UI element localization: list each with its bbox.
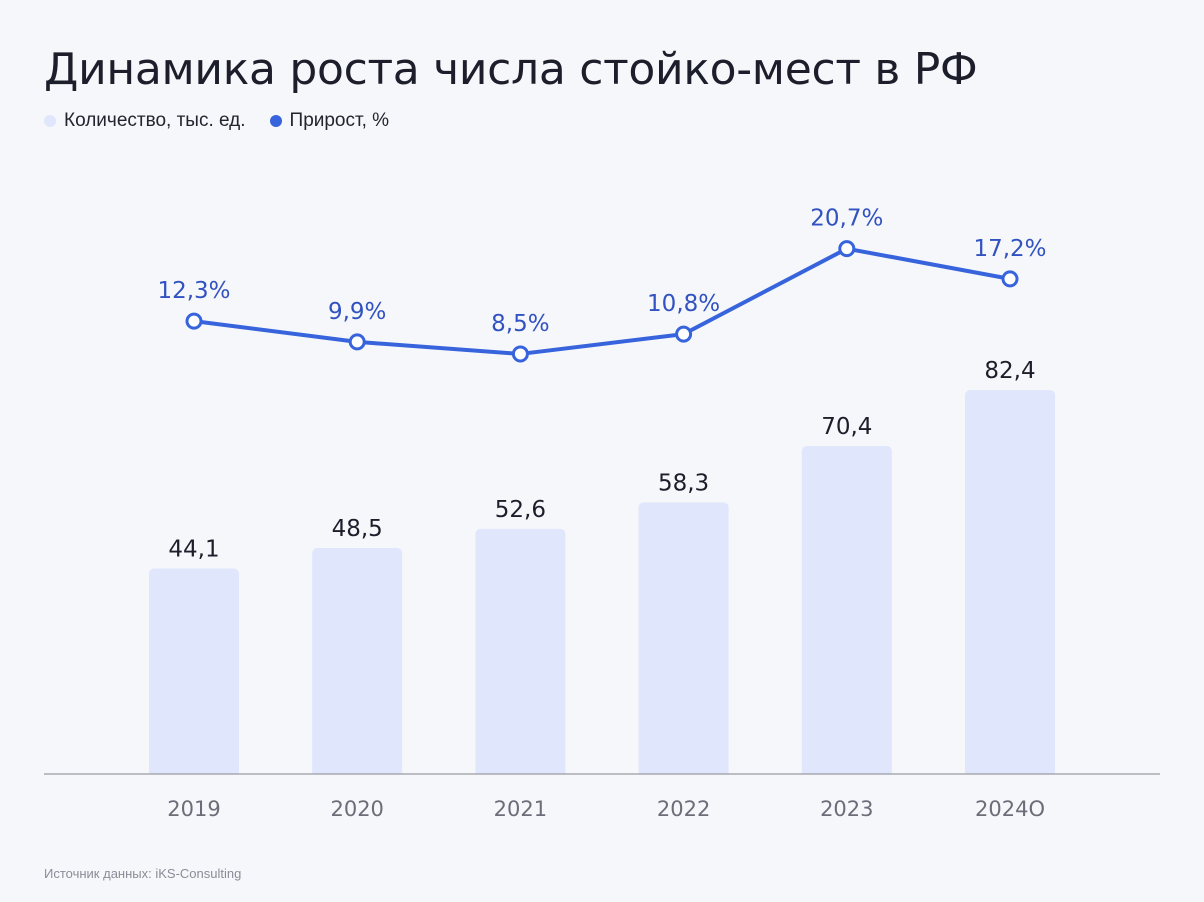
growth-point — [675, 325, 693, 343]
x-tick-label: 2024О — [975, 797, 1045, 821]
x-tick-label: 2022 — [657, 797, 710, 821]
growth-value-label: 20,7% — [810, 206, 883, 232]
growth-value-label: 8,5% — [491, 311, 549, 337]
growth-point — [511, 345, 529, 363]
bar-value-label: 58,3 — [658, 470, 709, 496]
bar-value-label: 70,4 — [821, 414, 872, 440]
bar-value-label: 48,5 — [332, 516, 383, 542]
bar-2019 — [149, 568, 239, 774]
legend-item-line: Прирост, % — [269, 110, 390, 132]
legend-swatch-line — [269, 115, 282, 127]
x-tick-label: 2021 — [494, 797, 547, 821]
growth-value-label: 9,9% — [328, 299, 386, 325]
growth-point — [1001, 270, 1019, 288]
growth-point — [185, 312, 203, 330]
legend-label-line: Прирост, % — [289, 110, 390, 131]
legend-swatch-bars — [44, 115, 56, 127]
chart-title: Динамика роста числа стойко-мест в РФ — [44, 44, 978, 95]
bar-2020 — [312, 547, 403, 774]
bar-2022 — [638, 502, 729, 774]
x-tick-label: 2023 — [820, 797, 873, 821]
source-note: Источник данных: iKS-Consulting — [44, 866, 242, 881]
legend-item-bars: Количество, тыс. ед. — [44, 110, 246, 132]
growth-value-label: 17,2% — [973, 236, 1046, 262]
bar-2024О — [965, 390, 1055, 774]
legend: Количество, тыс. ед. Прирост, % — [44, 110, 389, 132]
bar-value-label: 52,6 — [495, 497, 546, 523]
growth-value-label: 10,8% — [647, 291, 720, 317]
bar-value-label: 44,1 — [168, 537, 219, 563]
bar-2021 — [475, 528, 566, 774]
x-tick-label: 2020 — [330, 797, 383, 821]
growth-line — [193, 246, 1011, 356]
x-tick-label: 2019 — [167, 797, 220, 821]
growth-point — [838, 240, 856, 258]
legend-label-bars: Количество, тыс. ед. — [64, 110, 246, 131]
bar-2023 — [801, 445, 892, 774]
growth-point — [348, 333, 366, 351]
growth-value-label: 12,3% — [157, 278, 230, 304]
bar-value-label: 82,4 — [984, 358, 1035, 384]
